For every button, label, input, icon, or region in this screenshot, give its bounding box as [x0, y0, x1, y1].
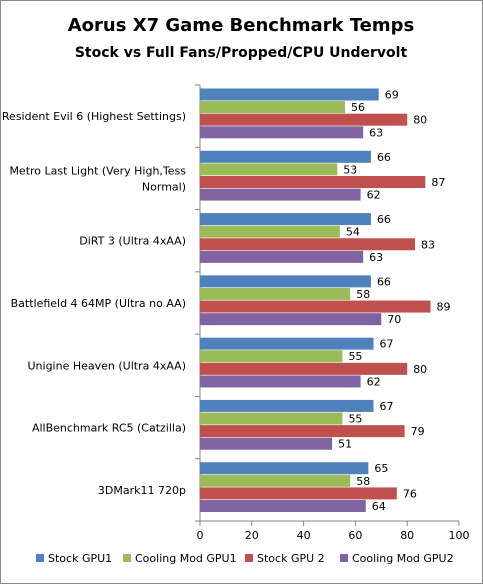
data-label: 89	[437, 301, 451, 314]
data-label: 66	[377, 213, 391, 226]
category-label: Battlefield 4 64MP (Ultra no AA)	[11, 297, 186, 310]
data-label: 64	[372, 500, 386, 513]
plot-area: 0 20 40 60 80 100 Resident Evil 6 (Highest Set…	[2, 84, 470, 542]
bar	[200, 275, 371, 288]
category-label: Metro Last Light (Very High,Tess	[9, 164, 186, 177]
chart-subtitle: Stock vs Full Fans/Propped/CPU Undervolt	[75, 45, 408, 61]
data-label: 87	[431, 176, 445, 189]
data-label: 55	[348, 350, 362, 363]
data-label: 63	[369, 126, 383, 139]
category-label: Normal)	[142, 180, 186, 193]
data-label: 51	[338, 438, 352, 451]
x-tick-label: 40	[297, 529, 311, 542]
legend: Stock GPU1 Cooling Mod GPU1 Stock GPU 2 Coo…	[36, 552, 454, 565]
data-label: 69	[385, 89, 399, 102]
bar	[200, 188, 361, 201]
data-label: 53	[343, 163, 357, 176]
bar	[200, 213, 371, 226]
data-label: 58	[356, 288, 370, 301]
bar	[200, 437, 333, 450]
data-label: 62	[367, 375, 381, 388]
data-label: 63	[369, 251, 383, 264]
data-label: 67	[380, 338, 394, 351]
bar	[200, 474, 351, 487]
data-label: 76	[403, 487, 417, 500]
data-label: 66	[377, 151, 391, 164]
data-label: 58	[356, 475, 370, 488]
legend-swatch	[36, 554, 44, 562]
data-label: 67	[380, 400, 394, 413]
bar	[200, 238, 415, 251]
data-label: 80	[413, 114, 427, 127]
x-tick-label: 60	[348, 529, 362, 542]
category-label: Resident Evil 6 (Highest Settings)	[2, 110, 186, 123]
legend-label: Cooling Mod GPU1	[135, 552, 237, 565]
bar	[200, 487, 397, 500]
legend-label: Cooling Mod GPU2	[352, 552, 454, 565]
bar	[200, 300, 431, 313]
bar	[200, 313, 382, 326]
data-label: 55	[348, 413, 362, 426]
category-label: DiRT 3 (Ultra 4xAA)	[79, 235, 186, 248]
bar	[200, 462, 369, 475]
category-label: Unigine Heaven (Ultra 4xAA)	[27, 359, 186, 372]
bar	[200, 163, 338, 176]
bar	[200, 287, 351, 300]
bar	[200, 399, 374, 412]
category-label: 3DMark11 720p	[98, 484, 186, 497]
bar	[200, 126, 364, 139]
data-label: 65	[374, 462, 388, 475]
bar	[200, 250, 364, 263]
data-label: 83	[421, 238, 435, 251]
x-tick-label: 80	[400, 529, 414, 542]
bar	[200, 225, 340, 238]
bar	[200, 362, 408, 375]
legend-label: Stock GPU 2	[257, 552, 325, 565]
data-label: 80	[413, 363, 427, 376]
bar	[200, 412, 343, 425]
bar	[200, 500, 366, 513]
category-label: AllBenchmark RC5 (Catzilla)	[32, 422, 186, 435]
bar	[200, 425, 405, 438]
data-label: 70	[387, 313, 401, 326]
legend-swatch	[245, 554, 253, 562]
bar	[200, 113, 408, 126]
x-tick-label: 20	[245, 529, 259, 542]
bar	[200, 101, 346, 114]
bar	[200, 150, 371, 163]
legend-swatch	[340, 554, 348, 562]
data-label: 56	[351, 101, 365, 114]
chart-title: Aorus X7 Game Benchmark Temps	[68, 15, 414, 36]
legend-swatch	[123, 554, 131, 562]
data-label: 54	[346, 226, 360, 239]
data-label: 79	[411, 425, 425, 438]
bar	[200, 88, 379, 101]
bar	[200, 175, 426, 188]
x-tick-label: 100	[449, 529, 470, 542]
x-tick-label: 0	[197, 529, 204, 542]
legend-label: Stock GPU1	[48, 552, 112, 565]
data-label: 66	[377, 275, 391, 288]
bar	[200, 375, 361, 388]
data-label: 62	[367, 189, 381, 202]
bar	[200, 350, 343, 363]
bar	[200, 337, 374, 350]
